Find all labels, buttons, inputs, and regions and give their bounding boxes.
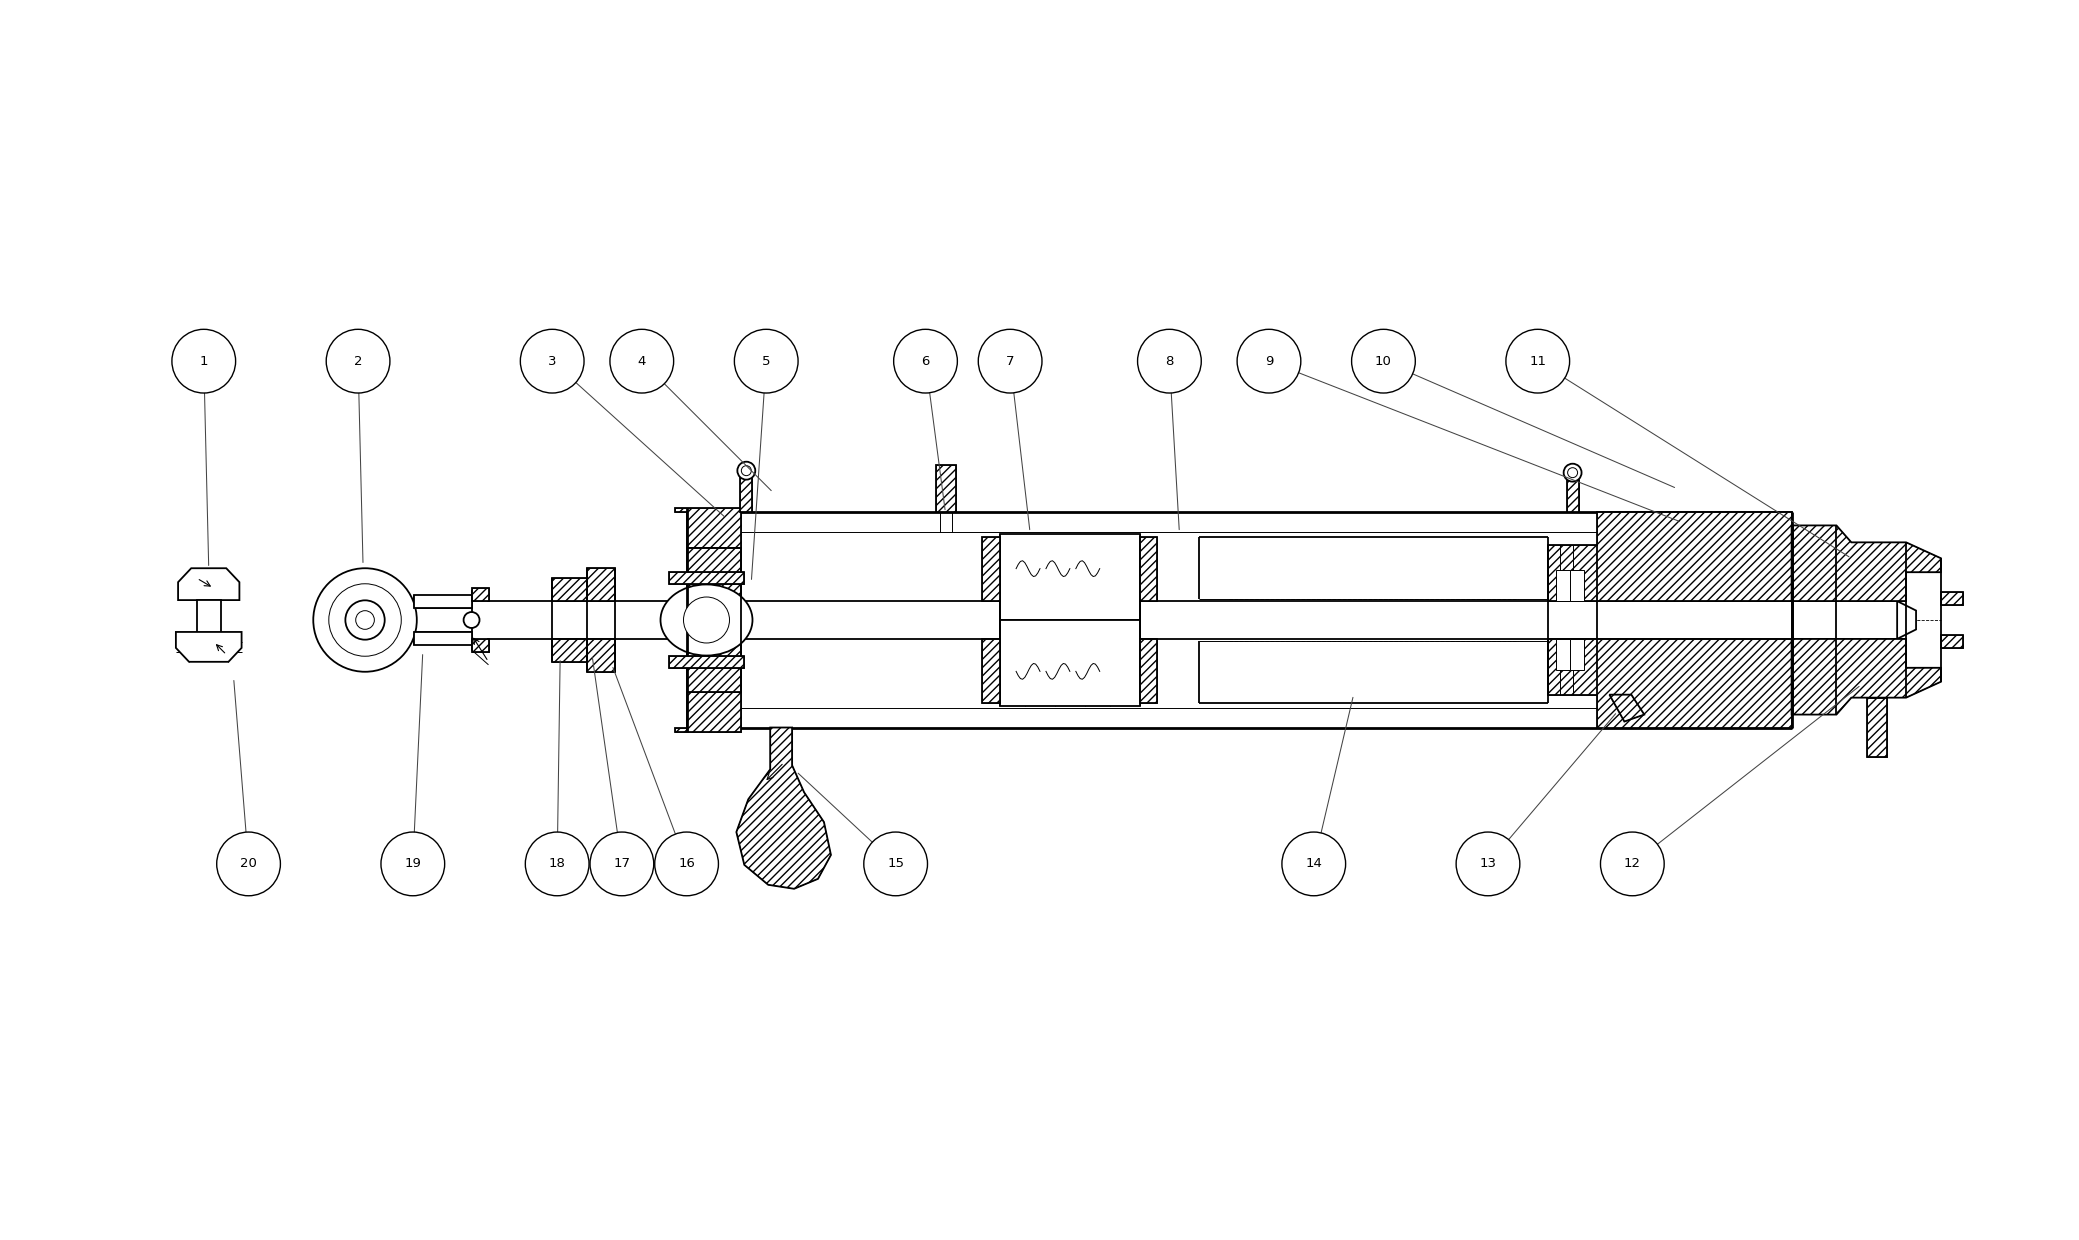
- Polygon shape: [472, 588, 489, 601]
- Polygon shape: [177, 632, 241, 662]
- Circle shape: [173, 330, 235, 393]
- Text: 19: 19: [405, 857, 422, 870]
- Polygon shape: [179, 568, 239, 600]
- Polygon shape: [1547, 512, 1792, 601]
- Polygon shape: [1609, 694, 1644, 722]
- Polygon shape: [1570, 639, 1584, 670]
- Ellipse shape: [661, 584, 753, 656]
- Circle shape: [738, 461, 755, 480]
- Text: 17: 17: [613, 857, 630, 870]
- Text: 11: 11: [1530, 355, 1547, 368]
- Text: 16: 16: [678, 857, 694, 870]
- Circle shape: [380, 832, 445, 895]
- Text: 12: 12: [1624, 857, 1640, 870]
- Polygon shape: [414, 632, 472, 645]
- Circle shape: [1455, 832, 1520, 895]
- Polygon shape: [1942, 593, 1963, 605]
- Circle shape: [1563, 464, 1582, 481]
- Circle shape: [1137, 330, 1202, 393]
- Polygon shape: [1898, 601, 1917, 639]
- Text: 5: 5: [763, 355, 771, 368]
- Circle shape: [655, 832, 719, 895]
- Circle shape: [1505, 330, 1570, 393]
- Polygon shape: [1000, 534, 1139, 620]
- Text: 3: 3: [549, 355, 557, 368]
- Circle shape: [684, 596, 730, 644]
- Circle shape: [216, 832, 281, 895]
- Circle shape: [894, 330, 956, 393]
- Polygon shape: [1555, 570, 1570, 601]
- Circle shape: [609, 330, 674, 393]
- Polygon shape: [1867, 698, 1888, 758]
- Text: 10: 10: [1374, 355, 1391, 368]
- Text: 20: 20: [239, 857, 258, 870]
- Polygon shape: [553, 578, 586, 601]
- Polygon shape: [1942, 635, 1963, 647]
- Circle shape: [326, 330, 391, 393]
- Polygon shape: [676, 692, 742, 733]
- Text: 6: 6: [921, 355, 929, 368]
- Polygon shape: [198, 600, 220, 647]
- Polygon shape: [1568, 480, 1578, 512]
- Polygon shape: [669, 656, 744, 668]
- Circle shape: [345, 600, 385, 640]
- Polygon shape: [1139, 537, 1158, 601]
- Circle shape: [863, 832, 927, 895]
- Polygon shape: [1139, 639, 1158, 703]
- Polygon shape: [676, 507, 742, 548]
- Text: 13: 13: [1480, 857, 1497, 870]
- Polygon shape: [936, 465, 956, 512]
- Circle shape: [590, 832, 653, 895]
- Text: 15: 15: [888, 857, 904, 870]
- Circle shape: [742, 466, 751, 476]
- Text: 8: 8: [1164, 355, 1175, 368]
- Circle shape: [1601, 832, 1663, 895]
- Circle shape: [356, 610, 374, 630]
- Polygon shape: [736, 728, 832, 889]
- Polygon shape: [414, 595, 472, 608]
- Circle shape: [1283, 832, 1345, 895]
- Polygon shape: [669, 572, 744, 584]
- Circle shape: [314, 568, 416, 672]
- Circle shape: [1237, 330, 1301, 393]
- Polygon shape: [472, 639, 489, 652]
- Text: 2: 2: [353, 355, 362, 368]
- Text: 1: 1: [200, 355, 208, 368]
- Polygon shape: [486, 601, 1917, 639]
- Circle shape: [520, 330, 584, 393]
- Text: 4: 4: [638, 355, 647, 368]
- Polygon shape: [740, 477, 753, 512]
- Circle shape: [1568, 467, 1578, 477]
- Polygon shape: [1555, 639, 1570, 670]
- Polygon shape: [686, 639, 742, 692]
- Circle shape: [1351, 330, 1416, 393]
- Circle shape: [526, 832, 588, 895]
- Polygon shape: [1792, 639, 1942, 714]
- Polygon shape: [981, 639, 1000, 703]
- Text: 14: 14: [1306, 857, 1322, 870]
- Text: 18: 18: [549, 857, 565, 870]
- Polygon shape: [981, 537, 1000, 601]
- Polygon shape: [686, 548, 742, 601]
- Circle shape: [979, 330, 1042, 393]
- Polygon shape: [1000, 620, 1139, 706]
- Circle shape: [464, 613, 480, 627]
- Polygon shape: [553, 639, 586, 662]
- Polygon shape: [586, 639, 615, 672]
- Text: 9: 9: [1264, 355, 1272, 368]
- Polygon shape: [1547, 639, 1792, 728]
- Polygon shape: [1570, 570, 1584, 601]
- Polygon shape: [1792, 526, 1942, 601]
- Polygon shape: [586, 568, 615, 601]
- Circle shape: [734, 330, 798, 393]
- Text: 7: 7: [1006, 355, 1015, 368]
